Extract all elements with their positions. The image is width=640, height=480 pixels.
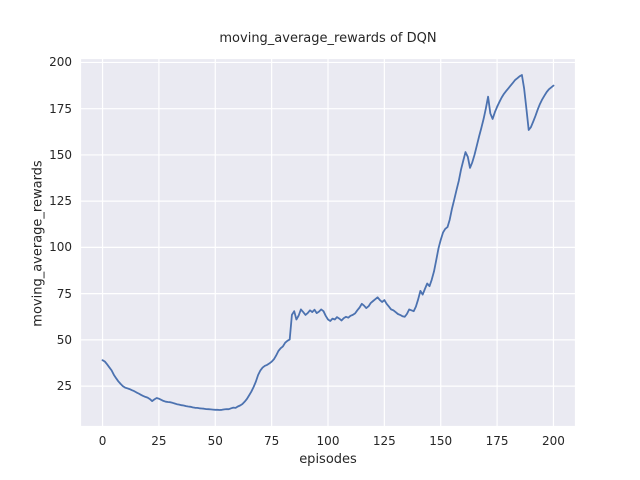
y-tick-label: 200: [49, 55, 72, 70]
x-tick-label: 25: [151, 434, 167, 448]
x-tick-label: 150: [429, 434, 453, 448]
reward-line: [101, 74, 555, 411]
y-tick-label: 125: [49, 194, 72, 209]
y-tick-label: 50: [56, 332, 72, 347]
y-tick-label: 175: [49, 101, 72, 116]
y-tick-label: 100: [49, 240, 72, 255]
y-tick-label: 150: [49, 147, 72, 162]
x-tick-label: 175: [485, 434, 509, 448]
plot-canvas: [80, 58, 576, 427]
x-tick-label: 0: [98, 434, 107, 448]
x-tick-label: 100: [316, 434, 340, 448]
x-tick-label: 50: [207, 434, 223, 448]
x-tick-label: 200: [542, 434, 565, 448]
plot-area: [80, 58, 576, 427]
y-tick-label: 75: [56, 286, 72, 301]
y-axis-label: moving_average_rewards: [30, 160, 46, 327]
chart-title: moving_average_rewards of DQN: [219, 31, 437, 46]
x-axis-label: episodes: [299, 452, 357, 467]
axes-spines: [80, 58, 576, 427]
y-tick-label: 25: [56, 379, 72, 394]
x-tick-label: 125: [372, 434, 396, 448]
x-tick-label: 75: [263, 434, 280, 448]
